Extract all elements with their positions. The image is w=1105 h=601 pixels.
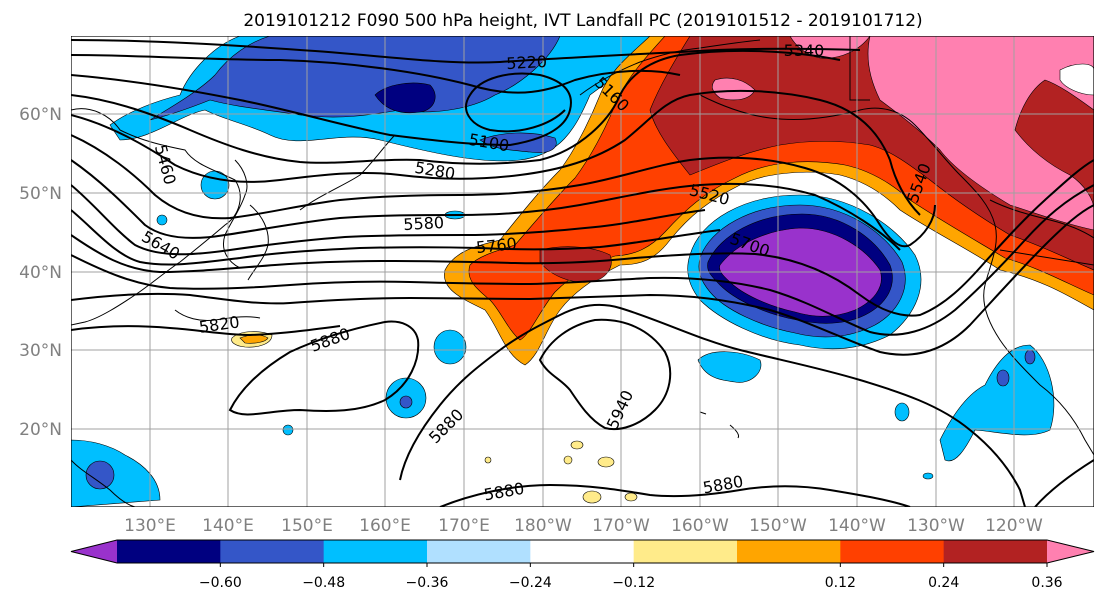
colorbar-cell (427, 540, 531, 563)
colorbar: −0.60−0.48−0.36−0.24−0.120.120.240.360.4… (70, 539, 1095, 591)
lon-label-170e: 170°E (438, 516, 490, 536)
contour-label-5760: 5760 (475, 234, 517, 257)
lon-label-120w: 120°W (985, 516, 1043, 536)
map-title: 2019101212 F090 500 hPa height, IVT Land… (243, 11, 922, 31)
contour-label-5220: 5220 (506, 52, 548, 73)
colorbar-tick-labels: −0.60−0.48−0.36−0.24−0.120.120.240.360.4… (199, 563, 1063, 591)
colorbar-tick-label: −0.24 (509, 575, 552, 591)
colorbar-tick-label: 0.12 (825, 575, 856, 591)
colorbar-tick-label: −0.48 (302, 575, 345, 591)
colorbar-cell (840, 540, 945, 563)
lon-label-140w: 140°W (828, 516, 886, 536)
lat-label-50n: 50°N (19, 184, 62, 204)
height-contours (71, 39, 1094, 507)
colorbar-extend-max (1047, 540, 1094, 563)
colorbar-tick-label: −0.36 (406, 575, 449, 591)
colorbar-tick-label: −0.12 (612, 575, 655, 591)
colorbar-tick-label: 0.36 (1031, 575, 1062, 591)
colorbar-tick-label: −0.60 (199, 575, 242, 591)
lon-label-150w: 150°W (749, 516, 807, 536)
colorbar-cells (70, 539, 1095, 564)
lat-label-20n: 20°N (19, 420, 62, 440)
colorbar-cell (633, 540, 738, 563)
lon-label-140e: 140°E (202, 516, 254, 536)
lon-label-130w: 130°W (907, 516, 965, 536)
colorbar-tick-label: 0.24 (928, 575, 959, 591)
latitude-labels: 60°N 50°N 40°N 30°N 20°N (19, 105, 62, 440)
longitude-labels: 130°E 140°E 150°E 160°E 170°E 180°W 170°… (124, 516, 1043, 536)
colorbar-cell (220, 540, 325, 563)
lat-label-30n: 30°N (19, 341, 62, 361)
map-panel: 5220 5340 5160 5100 5280 5460 5540 5520 … (71, 36, 1094, 507)
lat-label-60n: 60°N (19, 105, 62, 125)
lon-label-180w: 180°W (514, 516, 572, 536)
lon-label-160w: 160°W (671, 516, 729, 536)
coastlines (71, 36, 1094, 507)
colorbar-extend-min (71, 540, 117, 563)
colorbar-cell (117, 540, 221, 563)
colorbar-outline (70, 539, 1095, 564)
colorbar-cell (323, 540, 428, 563)
colorbar-cell (530, 540, 635, 563)
lon-label-150e: 150°E (281, 516, 333, 536)
contour-label-5340: 5340 (784, 41, 825, 60)
contour-label-5580: 5580 (403, 213, 445, 234)
lon-label-160e: 160°E (359, 516, 411, 536)
colorbar-cell (737, 540, 841, 563)
lat-label-40n: 40°N (19, 263, 62, 283)
colorbar-cell (943, 540, 1048, 563)
lon-label-130e: 130°E (124, 516, 176, 536)
lon-label-170w: 170°W (592, 516, 650, 536)
